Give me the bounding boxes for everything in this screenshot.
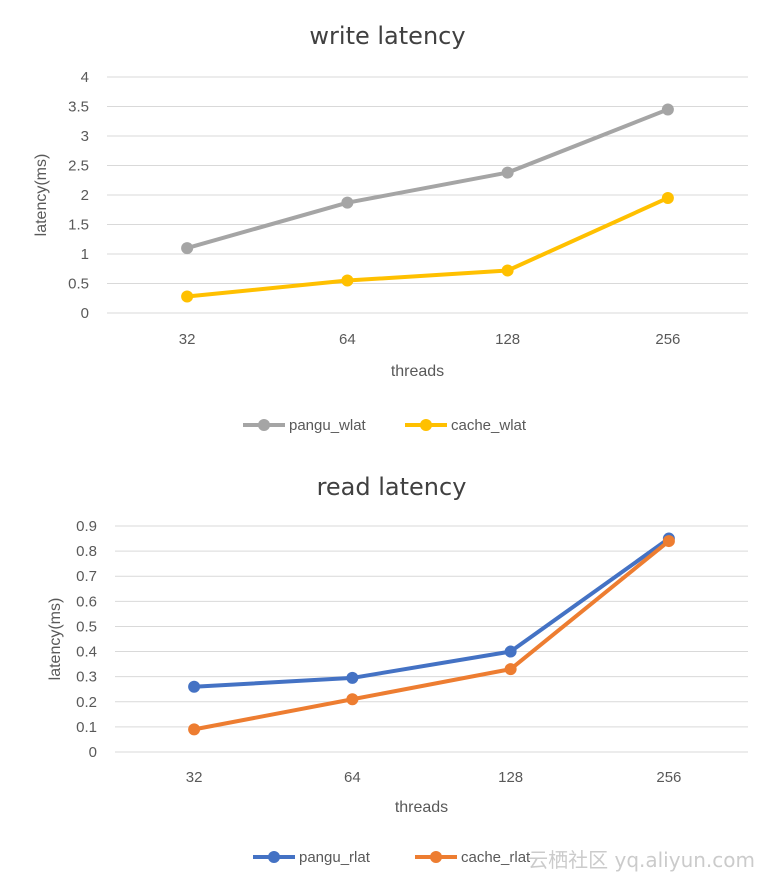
y-tick-label: 0.1 <box>76 719 97 736</box>
legend-item-cache_wlat: cache_wlat <box>405 417 527 434</box>
chart-2: read latency 0 0.1 0.2 0.3 0.4 0.5 0.6 0.7 0.8 0.9… <box>47 473 748 866</box>
legend-item-pangu_rlat: pangu_rlat <box>253 849 371 866</box>
legend-marker <box>268 851 280 863</box>
legend-label: cache_wlat <box>451 417 527 434</box>
y-tick-label: 1 <box>81 246 89 263</box>
x-tick-label: 128 <box>495 331 520 348</box>
data-point-cache_wlat <box>181 290 194 303</box>
x-axis-label: threads <box>395 799 448 816</box>
legend-label: pangu_wlat <box>289 417 367 434</box>
y-tick-label: 1.5 <box>68 217 89 234</box>
x-axis-label: threads <box>391 363 444 380</box>
y-tick-label: 3 <box>81 128 89 145</box>
x-tick-label: 256 <box>656 769 681 786</box>
x-tick-label: 32 <box>186 769 203 786</box>
chart-1: write latency 0 0.5 1 1.5 2 2.5 3 3.5 4 32 64 128 256… <box>33 22 748 434</box>
y-tick-label: 0.8 <box>76 543 97 560</box>
y-tick-label: 0 <box>89 744 97 761</box>
series-line-pangu_rlat <box>192 536 671 689</box>
x-tick-label: 128 <box>498 769 523 786</box>
watermark: 云栖社区 yq.aliyun.com <box>528 848 755 872</box>
data-point-cache_wlat <box>501 264 514 277</box>
data-point-cache_rlat <box>188 723 201 736</box>
y-tick-label: 0.2 <box>76 694 97 711</box>
legend-marker <box>258 419 270 431</box>
data-point-cache_rlat <box>662 535 675 548</box>
data-point-pangu_rlat <box>188 680 201 693</box>
data-point-pangu_rlat <box>346 671 359 684</box>
data-point-pangu_wlat <box>661 103 674 116</box>
x-tick-label: 256 <box>655 331 680 348</box>
series-line-cache_rlat <box>192 539 671 732</box>
data-point-pangu_rlat <box>504 645 517 658</box>
y-tick-label: 0.9 <box>76 518 97 535</box>
y-tick-label: 0.5 <box>76 618 97 635</box>
y-tick-label: 0.3 <box>76 669 97 686</box>
y-axis-label: latency(ms) <box>33 154 50 237</box>
y-tick-label: 0.5 <box>68 276 89 293</box>
y-tick-label: 0.7 <box>76 568 97 585</box>
data-point-cache_wlat <box>661 191 674 204</box>
data-point-pangu_wlat <box>341 196 354 209</box>
y-tick-label: 2 <box>81 187 89 204</box>
x-tick-label: 64 <box>344 769 361 786</box>
y-tick-label: 0.6 <box>76 593 97 610</box>
y-tick-label: 4 <box>81 69 89 86</box>
data-point-cache_rlat <box>346 693 359 706</box>
x-tick-label: 32 <box>179 331 196 348</box>
y-tick-label: 2.5 <box>68 158 89 175</box>
series-line-cache_wlat <box>185 195 670 299</box>
y-tick-label: 0.4 <box>76 644 97 661</box>
data-point-pangu_wlat <box>501 166 514 179</box>
x-tick-label: 64 <box>339 331 356 348</box>
data-point-cache_wlat <box>341 274 354 287</box>
legend-label: cache_rlat <box>461 849 531 866</box>
y-axis-label: latency(ms) <box>47 598 64 681</box>
chart-title: write latency <box>309 22 465 50</box>
legend-marker <box>430 851 442 863</box>
legend-item-cache_rlat: cache_rlat <box>415 849 531 866</box>
legend-label: pangu_rlat <box>299 849 371 866</box>
legend-item-pangu_wlat: pangu_wlat <box>243 417 367 434</box>
y-tick-label: 0 <box>81 305 89 322</box>
data-point-cache_rlat <box>504 663 517 676</box>
chart-title: read latency <box>317 473 467 501</box>
series-line-pangu_wlat <box>185 107 670 251</box>
legend-marker <box>420 419 432 431</box>
data-point-pangu_wlat <box>181 242 194 255</box>
y-tick-label: 3.5 <box>68 99 89 116</box>
